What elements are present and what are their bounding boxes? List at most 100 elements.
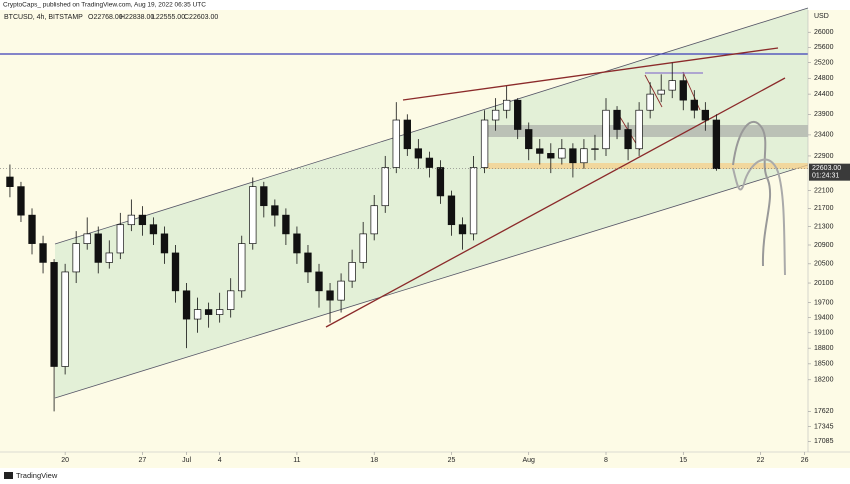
candle-body — [238, 243, 246, 292]
candle-body — [149, 224, 158, 235]
publisher-bar — [0, 0, 850, 10]
y-tick-label: 18800 — [814, 345, 834, 352]
candle-body — [646, 93, 654, 111]
footer-bar — [0, 468, 850, 484]
y-tick-label: 26000 — [814, 29, 834, 36]
y-tick-label: 22900 — [814, 153, 834, 160]
candle-body — [282, 214, 290, 235]
candle-body — [138, 214, 147, 226]
currency: USD — [814, 13, 829, 20]
candle-body — [359, 233, 367, 263]
candle-body — [381, 167, 389, 207]
candle-body — [83, 233, 91, 244]
candle-body — [547, 153, 555, 159]
y-tick-label: 20100 — [814, 280, 834, 287]
y-tick-label: 23900 — [814, 111, 834, 118]
candle-body — [480, 119, 489, 168]
candle-body — [127, 214, 136, 226]
candle-body — [315, 271, 323, 292]
candle-body — [558, 148, 566, 159]
candle-body — [712, 119, 721, 170]
logo — [4, 472, 13, 479]
candle-body — [370, 205, 378, 235]
candle-body — [502, 99, 511, 111]
trend-line — [644, 74, 663, 108]
ohlc-low: L22555.00 — [152, 14, 185, 21]
x-tick-label: Jul — [182, 457, 191, 464]
candle-body — [668, 80, 676, 91]
y-tick-label: 24400 — [814, 91, 834, 98]
y-tick-label: 24800 — [814, 75, 834, 82]
y-tick-label: 17620 — [814, 408, 834, 415]
ohlc-high: H22838.00 — [120, 14, 154, 21]
candle-body — [569, 148, 577, 164]
candle-body — [6, 176, 14, 187]
ohlc-open: O22768.00 — [88, 14, 123, 21]
resistance-zone — [485, 125, 808, 137]
x-tick-label: Aug — [522, 457, 535, 464]
candle-body — [348, 262, 356, 282]
candle-body — [525, 129, 533, 150]
x-tick-label: 18 — [370, 457, 378, 464]
candle-body — [580, 148, 588, 164]
support-zone — [485, 163, 808, 169]
candle-body — [61, 271, 69, 367]
candle-body — [249, 186, 257, 244]
candle-body — [392, 119, 400, 168]
candle-body — [271, 205, 279, 216]
y-tick-label: 21700 — [814, 205, 834, 212]
y-tick-label: 19700 — [814, 299, 834, 306]
candle-body — [690, 99, 698, 111]
candle-body — [602, 109, 610, 150]
candle-body — [514, 99, 522, 130]
y-tick-label: 22100 — [814, 187, 834, 194]
candle-body — [701, 109, 710, 121]
trend-line — [402, 47, 779, 101]
candle-body — [105, 252, 113, 263]
y-tick-label: 25600 — [814, 44, 834, 51]
x-tick-label: 22 — [757, 457, 765, 464]
y-tick-label: 20500 — [814, 261, 834, 268]
candle-body — [447, 195, 456, 226]
candle-body — [679, 80, 687, 101]
candle-body — [227, 290, 235, 310]
x-tick-label: 27 — [138, 457, 146, 464]
y-tick-label: 20900 — [814, 242, 834, 249]
x-tick-label: 20 — [61, 457, 69, 464]
y-tick-label: 23400 — [814, 132, 834, 139]
candle-body — [591, 148, 599, 150]
price-axis — [808, 10, 850, 452]
symbol: BTCUSD, 4h, BITSTAMP — [4, 14, 83, 21]
last-price-label: 22603.00 — [812, 165, 841, 172]
last-price-box — [809, 163, 850, 181]
candle-body — [469, 167, 478, 235]
x-tick-label: 4 — [218, 457, 222, 464]
candle-body — [337, 280, 345, 301]
candle-body — [72, 243, 80, 273]
countdown: 01:24:31 — [812, 173, 839, 180]
projection-sketch — [732, 158, 786, 276]
x-tick-label: 8 — [604, 457, 608, 464]
x-tick-label: 11 — [293, 457, 300, 464]
candle-body — [50, 262, 58, 367]
candle-body — [160, 233, 169, 254]
candle-body — [613, 109, 621, 130]
channel-fill — [55, 8, 808, 398]
candle-body — [635, 109, 643, 150]
y-tick-label: 18200 — [814, 377, 834, 384]
y-tick-label: 19100 — [814, 330, 834, 337]
candle-body — [293, 233, 301, 254]
footer: TradingView — [16, 471, 58, 480]
candle-body — [116, 224, 124, 254]
y-tick-label: 18500 — [814, 361, 834, 368]
channel-upper — [54, 7, 809, 245]
y-tick-label: 17085 — [814, 438, 834, 445]
candle-body — [171, 252, 180, 292]
candle-body — [414, 148, 423, 159]
candle-body — [182, 290, 191, 320]
candle-body — [425, 157, 434, 168]
candle-body — [193, 309, 202, 320]
candle-body — [657, 89, 665, 95]
candles — [6, 62, 721, 412]
